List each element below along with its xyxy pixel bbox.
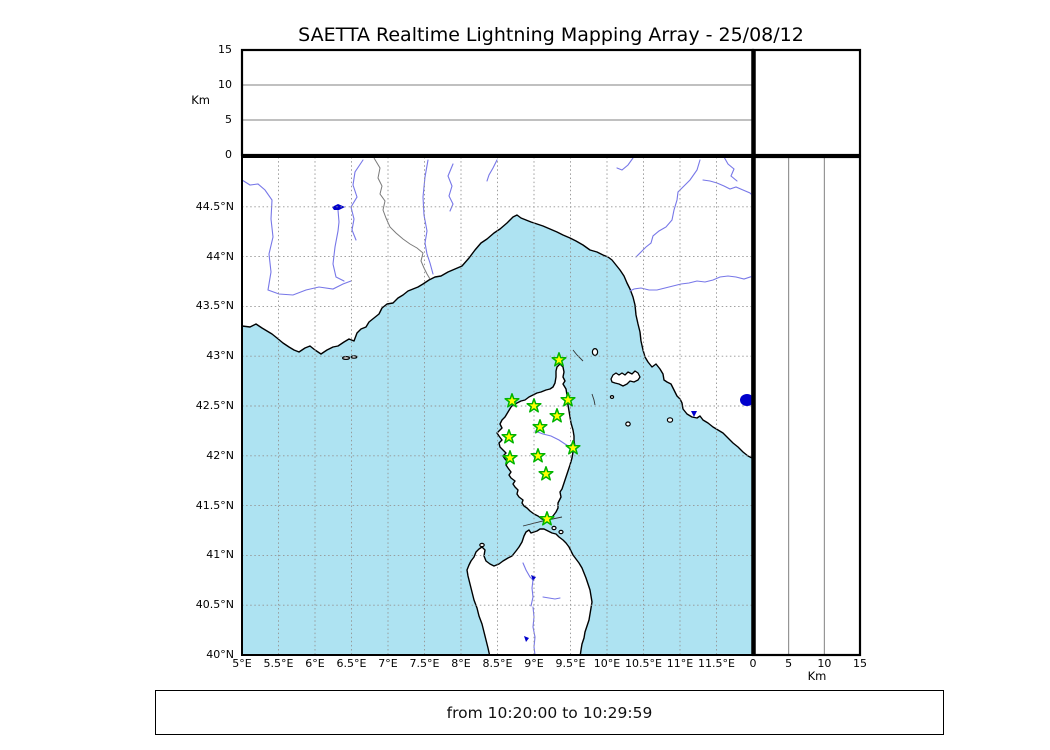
sardinia-coastline	[466, 528, 593, 655]
lon-tick-label: 8.5°E	[482, 657, 513, 670]
lon-tick-label: 8°E	[451, 657, 471, 670]
map-panel	[242, 157, 753, 655]
station-star-marker	[551, 352, 567, 367]
station-markers-group	[501, 352, 581, 526]
graticule-gridlines	[242, 157, 753, 655]
lat-tick-label: 40.5°N	[195, 598, 234, 612]
lat-tick-label: 42.5°N	[195, 399, 234, 412]
station-star-marker	[539, 511, 555, 526]
station-star-marker	[504, 393, 520, 408]
lon-tick-label: 10.5°E	[625, 657, 662, 670]
station-star-marker	[501, 429, 517, 444]
lon-tick-label: 6°E	[305, 657, 325, 670]
altitude-axis-label: Km	[191, 93, 210, 107]
altitude-tick-label: 0	[225, 148, 232, 161]
country-border-line	[373, 157, 431, 280]
station-star-marker	[502, 450, 518, 465]
lon-tick-label: 5°E	[232, 657, 252, 670]
event-marker-dot	[740, 394, 753, 406]
distance-tick-label: 15	[853, 657, 867, 670]
lon-tick-label: 5.5°E	[263, 657, 294, 670]
sea-line-features	[522, 349, 596, 527]
lon-tick-label: 7.5°E	[409, 657, 440, 670]
lat-tick-label: 40°N	[206, 648, 234, 661]
altitude-tick-label: 10	[218, 78, 232, 91]
lat-tick-label: 42°N	[206, 448, 234, 462]
event-marker-group	[740, 394, 753, 406]
time-range-box: from 10:20:00 to 10:29:59	[155, 690, 944, 735]
lon-tick-label: 9.5°E	[555, 657, 586, 670]
lat-tick-label: 44°N	[206, 249, 234, 263]
lat-tick-label: 43.5°N	[195, 299, 234, 313]
elba-island	[610, 370, 641, 387]
mainland-coastline	[242, 157, 753, 459]
corner-box	[751, 48, 862, 157]
distance-tick-label: 5	[785, 657, 793, 670]
figure-title: SAETTA Realtime Lightning Mapping Array …	[298, 24, 804, 46]
distance-panel-frame	[751, 155, 862, 657]
distance-tick-label: 0	[749, 657, 757, 670]
corsica-coastline	[496, 363, 576, 522]
lon-tick-label: 9°E	[524, 657, 544, 670]
lakes	[332, 204, 697, 642]
distance-axis-label: Km	[807, 669, 827, 683]
lon-tick-label: 10°E	[593, 657, 621, 670]
small-islands	[342, 348, 674, 548]
station-star-marker	[565, 440, 581, 455]
station-star-marker	[532, 419, 548, 434]
altitude-tick-label: 5	[225, 113, 232, 126]
lon-tick-label: 11.5°E	[698, 657, 735, 670]
lon-tick-label: 6.5°E	[336, 657, 367, 670]
lat-tick-label: 44.5°N	[195, 199, 234, 213]
station-star-marker	[530, 448, 546, 463]
altitude-panel-frame	[240, 48, 755, 157]
distance-panel-gridlines	[788, 157, 825, 655]
time-range-text: from 10:20:00 to 10:29:59	[446, 703, 653, 722]
altitude-tick-label: 15	[218, 43, 232, 56]
lat-tick-label: 41°N	[206, 548, 234, 562]
station-star-marker	[549, 408, 565, 423]
lon-tick-label: 11°E	[666, 657, 694, 670]
lat-tick-label: 43°N	[206, 349, 234, 363]
station-star-marker	[538, 466, 554, 481]
lon-tick-label: 7°E	[378, 657, 398, 670]
lat-tick-label: 41.5°N	[195, 498, 234, 512]
distance-tick-label: 10	[817, 657, 832, 670]
station-star-marker	[560, 392, 576, 407]
rivers	[242, 157, 753, 655]
altitude-panel-gridlines	[242, 84, 753, 121]
station-star-marker	[526, 398, 542, 413]
